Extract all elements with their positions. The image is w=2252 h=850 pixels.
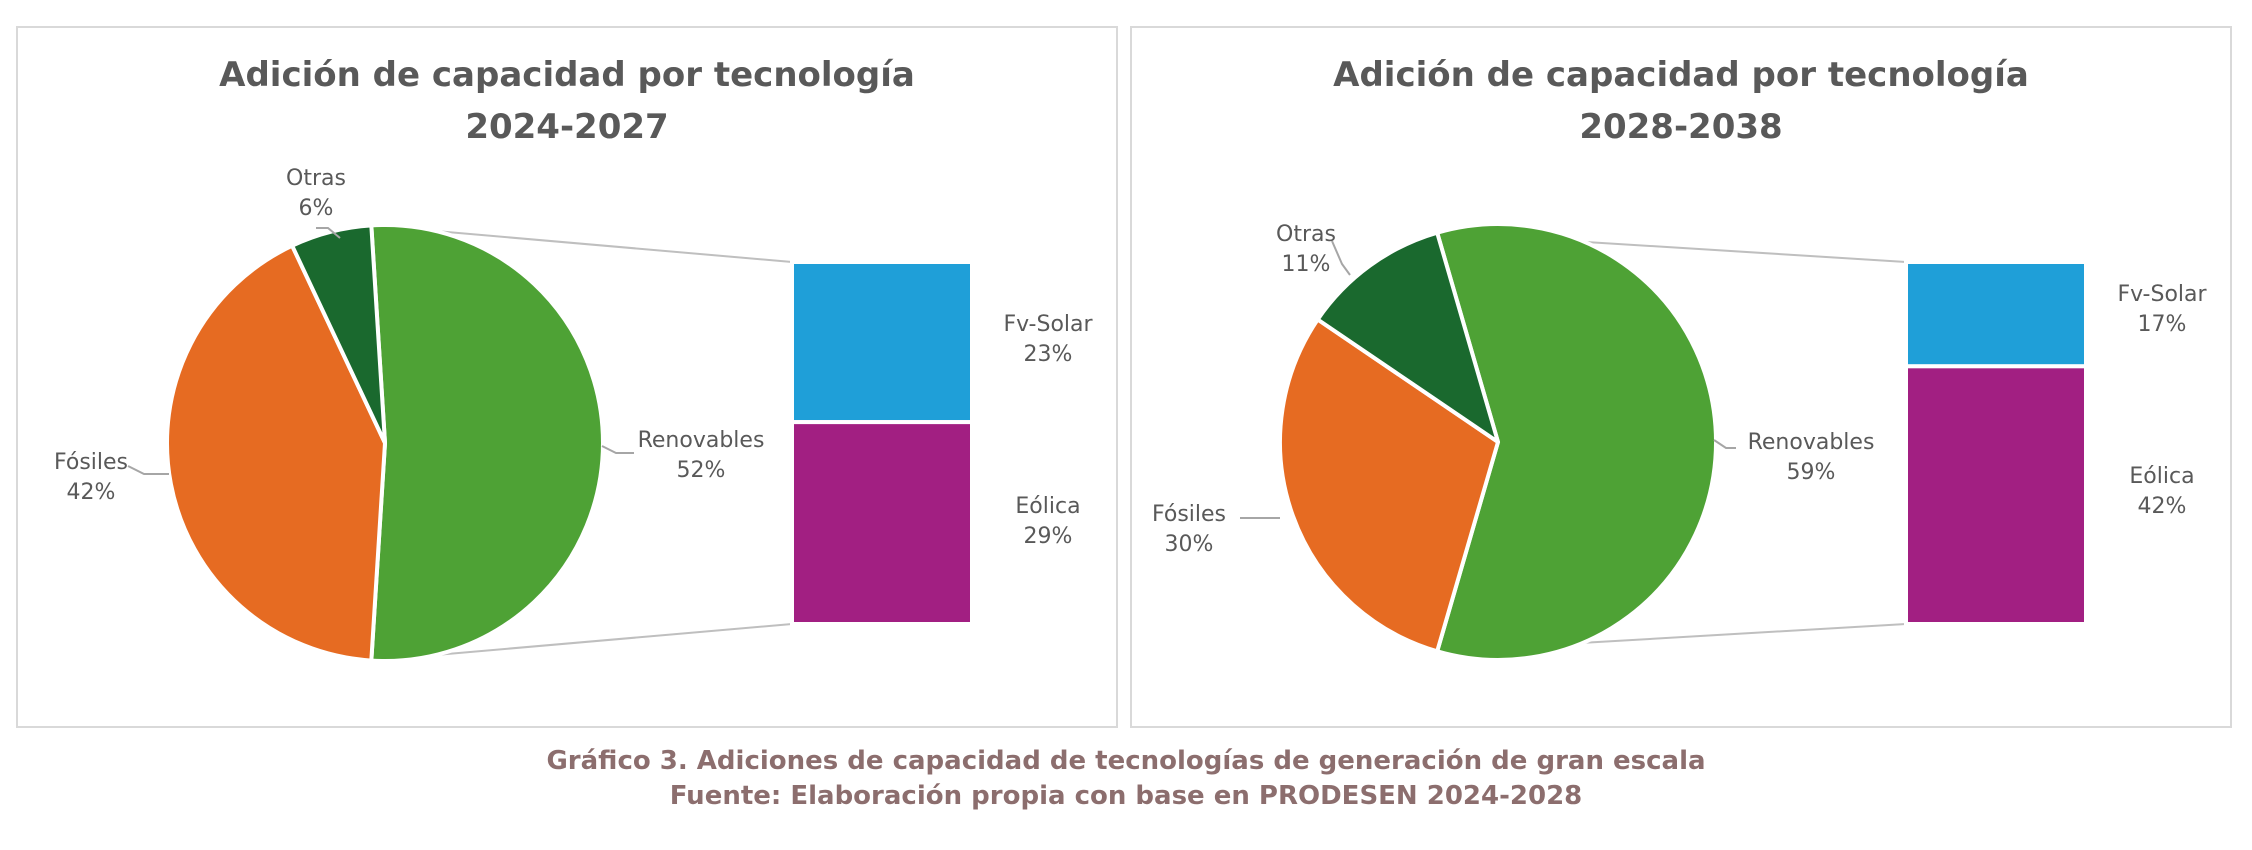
label-fosiles-value: 30% (1164, 532, 1214, 557)
label-fv-solar-value: 17% (2137, 312, 2187, 337)
label-fosiles: Fósiles 42% (36, 448, 146, 508)
chart-title: Adición de capacidad por tecnología (1333, 55, 2029, 95)
label-fv-solar-value: 23% (1023, 342, 1073, 367)
label-fv-solar-name: Fv-Solar (1003, 312, 1093, 337)
bar-segment-fv-solar (790, 260, 974, 425)
bar-of-pie-chart (127, 223, 974, 663)
leader-line-renovables (601, 445, 634, 454)
label-renovables-name: Renovables (1747, 430, 1875, 455)
pie-slice-otras (290, 223, 387, 445)
label-renovables-name: Renovables (637, 428, 765, 453)
label-otras-name: Otras (1276, 222, 1336, 247)
chart-panel-2028-2038: Adición de capacidad por tecnología 2028… (1130, 26, 2232, 728)
bar-segment-fv-solar (1904, 260, 2088, 369)
label-otras-value: 11% (1281, 252, 1331, 277)
pie-slice-renovables (369, 223, 605, 663)
label-fv-solar: Fv-Solar 23% (978, 310, 1118, 370)
bar-segment-eolica (790, 420, 974, 626)
label-eolica-value: 42% (2137, 494, 2187, 519)
label-renovables-value: 59% (1786, 460, 1836, 485)
chart-subtitle: 2028-2038 (1579, 107, 1783, 147)
pie-slice-fosiles (1278, 317, 1500, 654)
figure-caption: Gráfico 3. Adiciones de capacidad de tec… (546, 746, 1706, 776)
label-fosiles-name: Fósiles (53, 450, 128, 475)
chart-subtitle: 2024-2027 (465, 107, 669, 147)
label-eolica: Eólica 42% (2092, 462, 2232, 522)
label-otras: Otras 6% (256, 164, 376, 224)
label-eolica-value: 29% (1023, 524, 1073, 549)
chart-panel-2024-2027: Adición de capacidad por tecnología 2024… (16, 26, 1118, 728)
leader-line-fosiles (127, 465, 169, 475)
label-eolica-name: Eólica (1015, 494, 1081, 519)
chart-title: Adición de capacidad por tecnología (219, 55, 915, 95)
label-fv-solar: Fv-Solar 17% (2092, 280, 2232, 340)
label-otras: Otras 11% (1256, 220, 1356, 280)
pie-slice-otras (1315, 230, 1500, 444)
label-fosiles: Fósiles 30% (1134, 500, 1244, 560)
pie-slice-fosiles (165, 243, 387, 663)
label-fv-solar-name: Fv-Solar (2117, 282, 2207, 307)
bar-of-pie-chart (1240, 222, 2088, 662)
figure-source: Fuente: Elaboración propia con base en P… (669, 781, 1583, 811)
leader-line-renovables (1713, 439, 1736, 449)
label-renovables: Renovables 59% (1736, 428, 1886, 488)
label-otras-name: Otras (286, 166, 346, 191)
label-renovables: Renovables 52% (626, 426, 776, 486)
leader-line-otras (1331, 240, 1351, 276)
label-eolica-name: Eólica (2129, 464, 2195, 489)
label-fosiles-value: 42% (66, 480, 116, 505)
label-eolica: Eólica 29% (978, 492, 1118, 552)
label-fosiles-name: Fósiles (1151, 502, 1226, 527)
label-otras-value: 6% (298, 196, 334, 221)
bar-segment-eolica (1904, 364, 2088, 626)
leader-line-otras (316, 227, 341, 239)
label-renovables-value: 52% (676, 458, 726, 483)
